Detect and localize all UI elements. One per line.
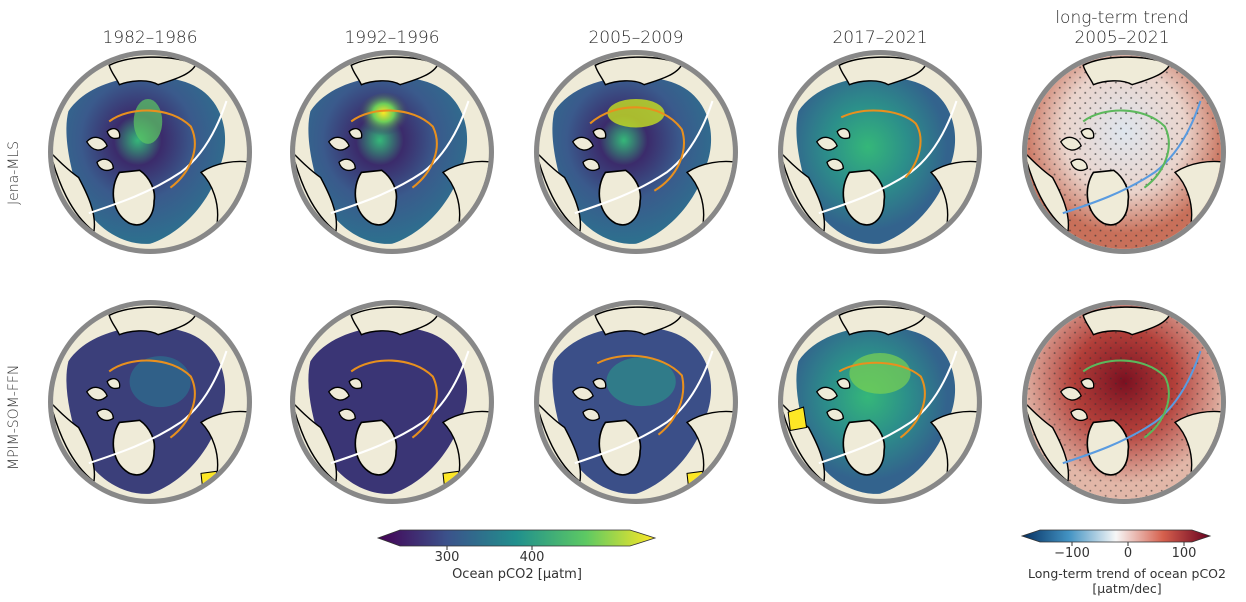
trend-tick-100: 100 bbox=[1171, 546, 1197, 561]
map-jena-trend bbox=[1022, 50, 1226, 254]
map-mpim-1992-1996 bbox=[290, 300, 494, 504]
column-title-1982-1986: 1982–1986 bbox=[102, 28, 198, 48]
pco2-tick-400: 400 bbox=[519, 550, 545, 565]
trend-tick-0: 0 bbox=[1123, 546, 1133, 561]
colorbar-trend bbox=[1020, 529, 1212, 546]
map-mpim-2005-2009 bbox=[534, 300, 738, 504]
trend-colorbar-label-line2: [µatm/dec] bbox=[1092, 581, 1162, 596]
map-mpim-1982-1986 bbox=[48, 300, 252, 504]
map-mpim-2017-2021 bbox=[778, 300, 982, 504]
column-title-1992-1996: 1992–1996 bbox=[344, 28, 440, 48]
map-jena-2017-2021 bbox=[778, 50, 982, 254]
column-title-trend: long-term trend 2005–2021 bbox=[1012, 8, 1232, 48]
map-jena-2005-2009 bbox=[534, 50, 738, 254]
trend-colorbar-label: Long-term trend of ocean pCO2 [µatm/dec] bbox=[1010, 566, 1244, 596]
trend-colorbar-label-line1: Long-term trend of ocean pCO2 bbox=[1028, 566, 1226, 581]
map-jena-1992-1996 bbox=[290, 50, 494, 254]
map-jena-1982-1986 bbox=[48, 50, 252, 254]
trend-tick-minus-100: −100 bbox=[1054, 546, 1090, 561]
column-title-2017-2021: 2017–2021 bbox=[832, 28, 928, 48]
pco2-tick-300: 300 bbox=[434, 550, 460, 565]
pco2-colorbar-label: Ocean pCO2 [µatm] bbox=[452, 567, 582, 582]
column-title-trend-line2: 2005–2021 bbox=[1074, 28, 1170, 48]
colorbar-pco2 bbox=[376, 529, 657, 550]
column-title-2005-2009: 2005–2009 bbox=[588, 28, 684, 48]
map-mpim-trend bbox=[1022, 300, 1226, 504]
column-title-trend-line1: long-term trend bbox=[1055, 8, 1189, 28]
